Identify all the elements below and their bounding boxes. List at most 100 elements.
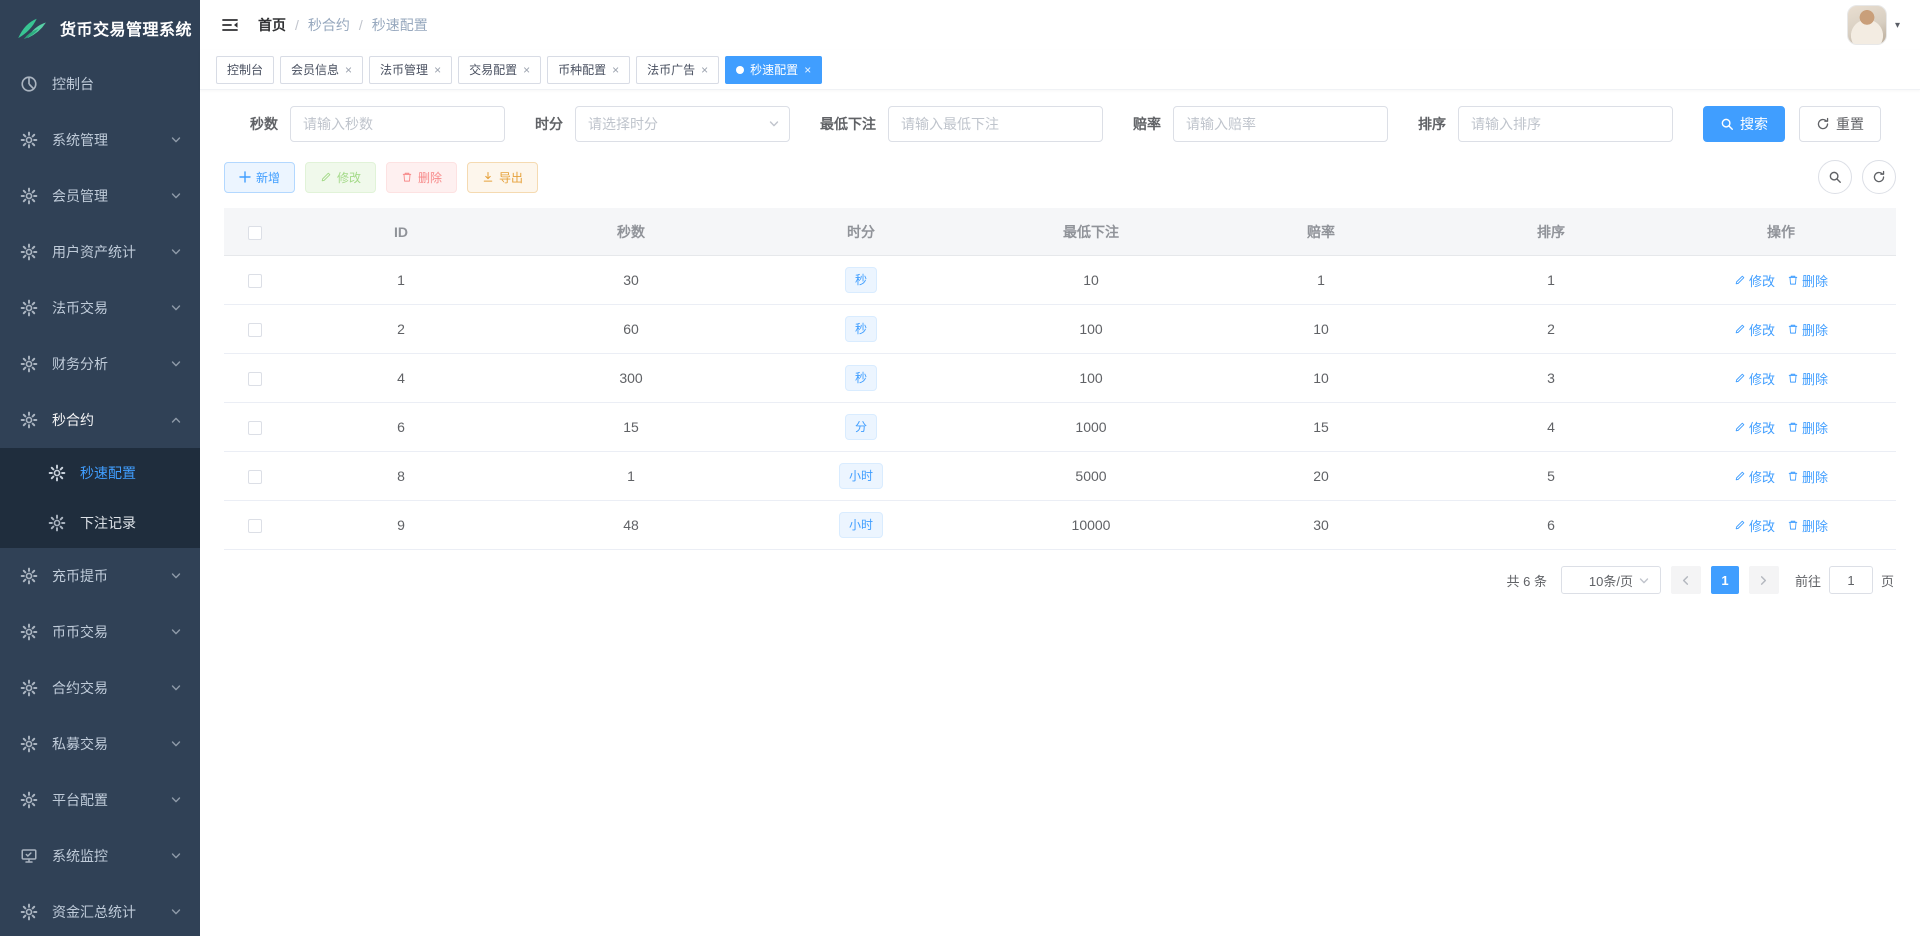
sidebar-item-platform-config[interactable]: 平台配置 bbox=[0, 772, 200, 828]
tab-speed-config-active[interactable]: 秒速配置 × bbox=[725, 55, 823, 84]
gear-icon bbox=[20, 735, 38, 753]
sidebar-item-member-mgmt[interactable]: 会员管理 bbox=[0, 168, 200, 224]
search-button[interactable]: 搜索 bbox=[1703, 106, 1785, 142]
row-edit-link[interactable]: 修改 bbox=[1734, 467, 1775, 486]
goto-label: 前往 bbox=[1794, 573, 1821, 589]
sidebar-subitem-bet-records[interactable]: 下注记录 bbox=[0, 498, 200, 548]
collapse-sidebar-icon[interactable] bbox=[220, 15, 240, 35]
tab-coin-config[interactable]: 币种配置 × bbox=[547, 55, 631, 84]
edit-button[interactable]: 修改 bbox=[305, 161, 377, 193]
row-delete-link[interactable]: 删除 bbox=[1787, 467, 1828, 486]
sidebar-item-system-mgmt[interactable]: 系统管理 bbox=[0, 112, 200, 168]
sidebar-item-second-contract[interactable]: 秒合约 bbox=[0, 392, 200, 448]
refresh-table-button[interactable] bbox=[1862, 160, 1896, 194]
show-search-button[interactable] bbox=[1818, 160, 1852, 194]
cell-odds: 15 bbox=[1313, 419, 1329, 435]
cell-id: 1 bbox=[397, 272, 405, 288]
reset-button[interactable]: 重置 bbox=[1799, 106, 1881, 142]
sidebar-item-fund-summary[interactable]: 资金汇总统计 bbox=[0, 884, 200, 936]
cell-seconds: 30 bbox=[623, 272, 639, 288]
breadcrumb-home[interactable]: 首页 bbox=[258, 17, 286, 33]
row-edit-link[interactable]: 修改 bbox=[1734, 369, 1775, 388]
sort-input[interactable] bbox=[1458, 106, 1673, 142]
chevron-down-icon bbox=[170, 738, 182, 750]
row-checkbox[interactable] bbox=[248, 421, 262, 436]
row-edit-link[interactable]: 修改 bbox=[1734, 320, 1775, 339]
cell-id: 6 bbox=[397, 419, 405, 435]
tab-fiat-mgmt[interactable]: 法币管理 × bbox=[369, 55, 453, 84]
breadcrumb-second-contract[interactable]: 秒合约 bbox=[307, 17, 350, 33]
row-delete-link[interactable]: 删除 bbox=[1787, 271, 1828, 290]
add-button[interactable]: 新增 bbox=[224, 161, 296, 193]
sidebar-item-deposit-withdraw[interactable]: 充币提币 bbox=[0, 548, 200, 604]
close-icon[interactable]: × bbox=[523, 62, 531, 77]
gear-icon bbox=[20, 355, 38, 373]
delete-button[interactable]: 删除 bbox=[386, 161, 458, 193]
cell-min-bet: 1000 bbox=[1075, 419, 1107, 435]
row-edit-link[interactable]: 修改 bbox=[1734, 418, 1775, 437]
cell-min-bet: 10 bbox=[1083, 272, 1099, 288]
col-header-actions: 操作 bbox=[1767, 223, 1795, 240]
next-page-button[interactable] bbox=[1748, 566, 1779, 594]
cell-odds: 20 bbox=[1313, 468, 1329, 484]
row-edit-link[interactable]: 修改 bbox=[1734, 516, 1775, 535]
select-all-checkbox[interactable] bbox=[248, 225, 262, 240]
row-checkbox[interactable] bbox=[248, 323, 262, 338]
row-checkbox[interactable] bbox=[248, 470, 262, 485]
prev-page-button[interactable] bbox=[1670, 566, 1701, 594]
row-checkbox[interactable] bbox=[248, 372, 262, 387]
user-avatar[interactable] bbox=[1846, 5, 1887, 45]
logo-row: 货币交易管理系统 bbox=[0, 0, 200, 56]
chevron-down-icon bbox=[170, 906, 182, 918]
pen-icon bbox=[320, 171, 332, 183]
close-icon[interactable]: × bbox=[701, 62, 709, 77]
page-number-1[interactable]: 1 bbox=[1710, 566, 1739, 594]
time-unit-select[interactable] bbox=[575, 106, 790, 142]
export-button[interactable]: 导出 bbox=[467, 161, 539, 193]
topbar: 首页 / 秒合约 / 秒速配置 ▾ bbox=[200, 0, 1920, 50]
chevron-down-icon bbox=[170, 358, 182, 370]
sidebar-item-fiat-trade[interactable]: 法币交易 bbox=[0, 280, 200, 336]
tab-member-info[interactable]: 会员信息 × bbox=[280, 55, 364, 84]
caret-down-icon[interactable]: ▾ bbox=[1894, 19, 1900, 31]
sidebar-item-user-assets[interactable]: 用户资产统计 bbox=[0, 224, 200, 280]
active-tab-dot bbox=[736, 65, 745, 74]
row-delete-link[interactable]: 删除 bbox=[1787, 418, 1828, 437]
row-checkbox[interactable] bbox=[248, 519, 262, 534]
sidebar-subitem-speed-config[interactable]: 秒速配置 bbox=[0, 448, 200, 498]
tab-console[interactable]: 控制台 bbox=[216, 55, 275, 84]
goto-page-input[interactable] bbox=[1828, 566, 1873, 594]
seconds-input[interactable] bbox=[290, 106, 505, 142]
breadcrumb: 首页 / 秒合约 / 秒速配置 bbox=[258, 17, 428, 33]
row-delete-link[interactable]: 删除 bbox=[1787, 516, 1828, 535]
sidebar-item-coin-trade[interactable]: 币币交易 bbox=[0, 604, 200, 660]
gear-icon bbox=[48, 514, 66, 532]
close-icon[interactable]: × bbox=[804, 62, 812, 77]
tab-fiat-ads[interactable]: 法币广告 × bbox=[636, 55, 720, 84]
odds-input[interactable] bbox=[1173, 106, 1388, 142]
page-size-select[interactable]: 10条/页 bbox=[1560, 566, 1661, 594]
close-icon[interactable]: × bbox=[612, 62, 620, 77]
sidebar-item-system-monitor[interactable]: 系统监控 bbox=[0, 828, 200, 884]
gear-icon bbox=[20, 299, 38, 317]
row-checkbox[interactable] bbox=[248, 274, 262, 289]
close-icon[interactable]: × bbox=[434, 62, 442, 77]
sidebar-item-finance-analysis[interactable]: 财务分析 bbox=[0, 336, 200, 392]
close-icon[interactable]: × bbox=[345, 62, 353, 77]
sidebar-item-contract-trade[interactable]: 合约交易 bbox=[0, 660, 200, 716]
refresh-icon bbox=[1816, 117, 1830, 131]
trash-icon bbox=[1787, 519, 1799, 531]
cell-seconds: 60 bbox=[623, 321, 639, 337]
cell-odds: 30 bbox=[1313, 517, 1329, 533]
sidebar-item-private-trade[interactable]: 私募交易 bbox=[0, 716, 200, 772]
min-bet-input[interactable] bbox=[888, 106, 1103, 142]
cell-odds: 10 bbox=[1313, 321, 1329, 337]
gear-icon bbox=[20, 243, 38, 261]
row-delete-link[interactable]: 删除 bbox=[1787, 320, 1828, 339]
tab-trade-config[interactable]: 交易配置 × bbox=[458, 55, 542, 84]
trash-icon bbox=[1787, 372, 1799, 384]
trash-icon bbox=[1787, 470, 1799, 482]
row-delete-link[interactable]: 删除 bbox=[1787, 369, 1828, 388]
row-edit-link[interactable]: 修改 bbox=[1734, 271, 1775, 290]
sidebar-item-console[interactable]: 控制台 bbox=[0, 56, 200, 112]
